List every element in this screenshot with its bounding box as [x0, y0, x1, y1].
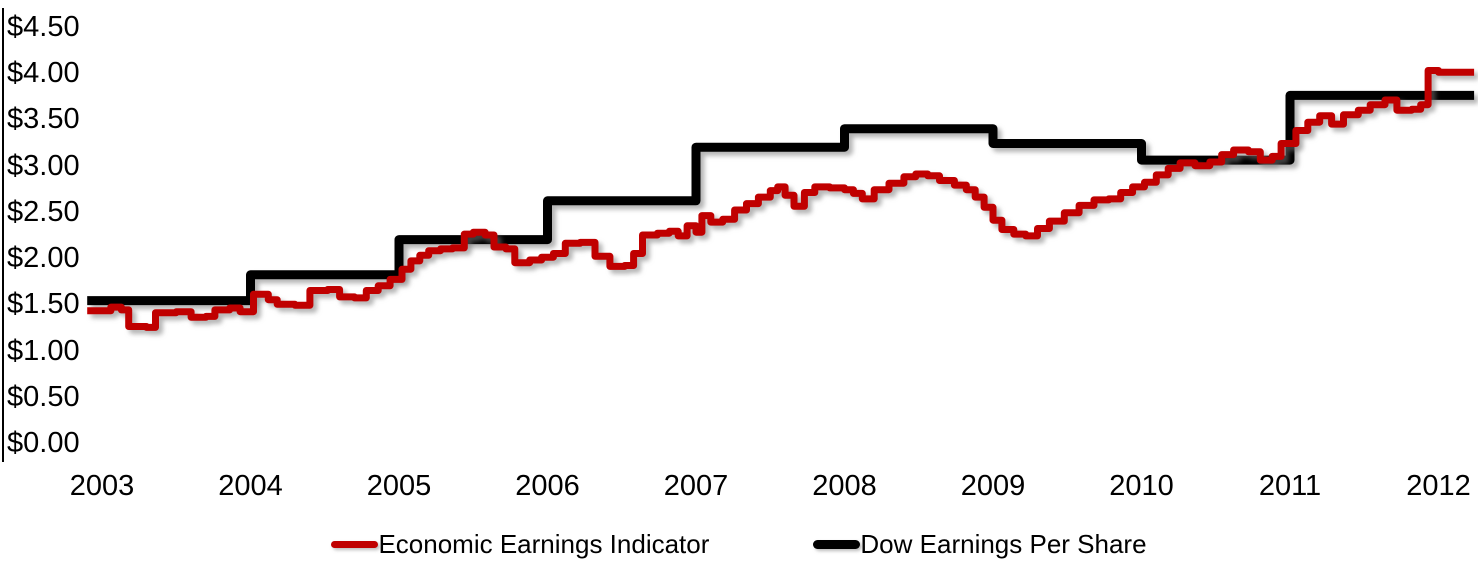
economic-earnings-line: [87, 67, 1475, 331]
x-tick-label: 2011: [1258, 470, 1322, 502]
legend-item: Economic Earnings Indicator: [331, 529, 709, 560]
legend-line-swatch: [331, 540, 379, 548]
legend-label: Dow Earnings Per Share: [860, 528, 1147, 559]
x-tick-label: 2003: [69, 470, 135, 502]
legend-line-swatch: [813, 539, 861, 549]
legend-item: Dow Earnings Per Share: [813, 528, 1147, 560]
y-tick-label: $3.00: [7, 149, 80, 182]
y-axis-line: [2, 8, 4, 462]
y-tick-label: $1.00: [7, 334, 80, 367]
chart-legend: Economic Earnings Indicator Dow Earnings …: [0, 524, 1478, 564]
y-tick-label: $2.00: [7, 242, 80, 275]
y-tick-label: $3.50: [7, 103, 80, 136]
x-tick-label: 2012: [1406, 470, 1471, 502]
dow-eps-line: [87, 90, 1475, 306]
y-tick-label: $4.50: [7, 11, 80, 43]
x-tick-label: 2006: [515, 470, 580, 502]
x-tick-label: 2008: [812, 470, 877, 502]
x-tick-label: 2009: [960, 470, 1026, 502]
y-tick-label: $0.00: [7, 427, 80, 459]
x-tick-label: 2004: [218, 470, 283, 502]
x-tick-label: 2010: [1109, 470, 1174, 502]
x-tick-label: 2005: [366, 470, 432, 502]
x-tick-label: 2007: [663, 470, 729, 502]
y-tick-label: $2.50: [7, 195, 80, 228]
legend-label: Economic Earnings Indicator: [378, 528, 710, 559]
y-tick-label: $1.50: [7, 288, 80, 321]
y-tick-label: $4.00: [7, 57, 80, 90]
y-tick-label: $0.50: [7, 380, 80, 413]
